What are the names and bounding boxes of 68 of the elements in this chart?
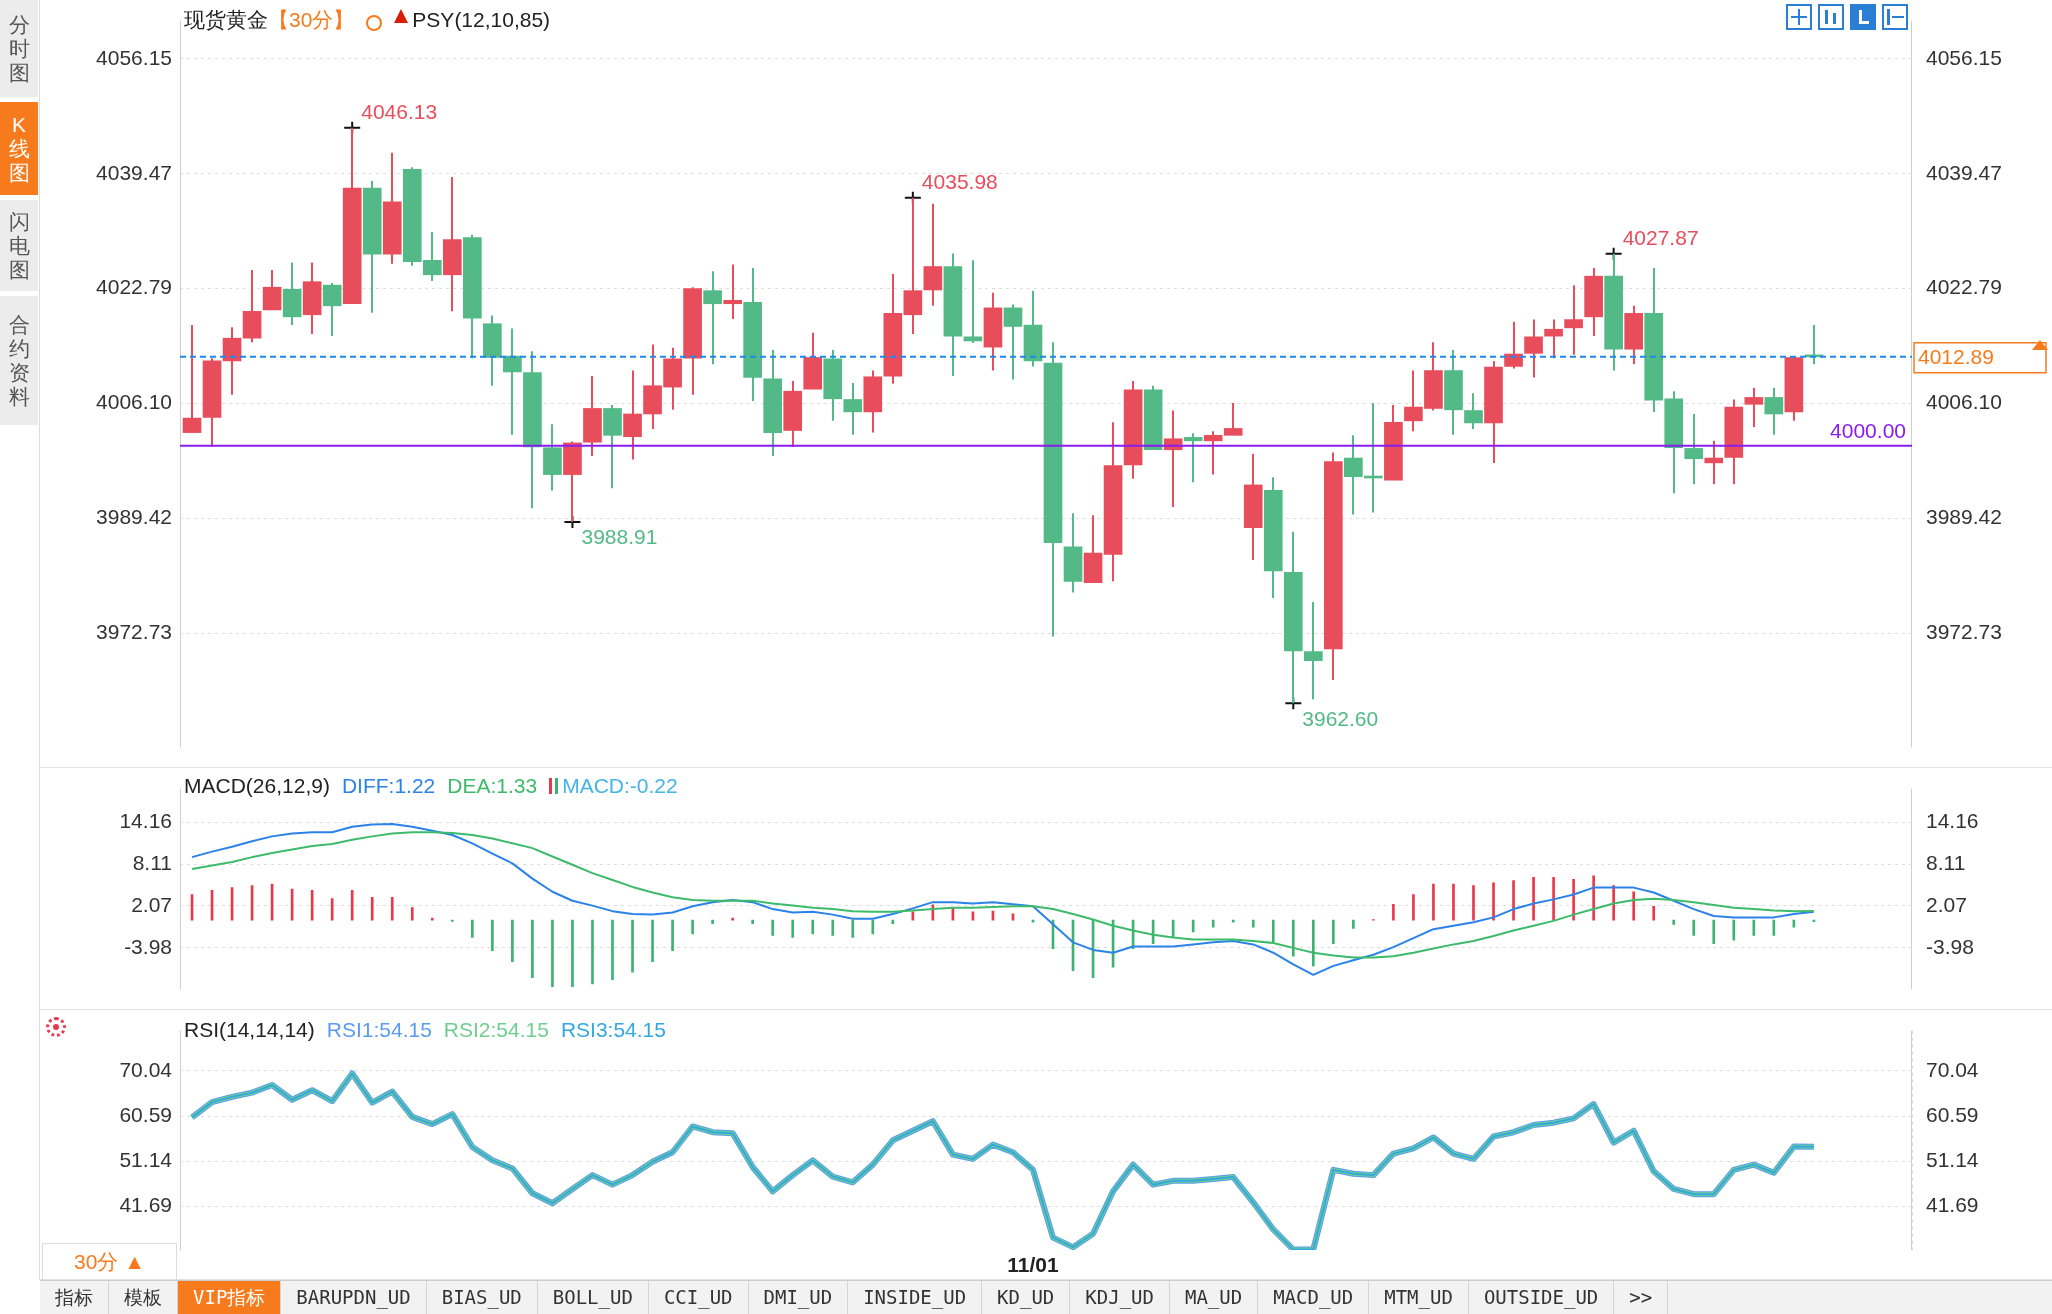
text: 模板 <box>109 1281 178 1314</box>
x-tick-label: 11/01 <box>1007 1253 1059 1277</box>
y2-tick-label: 3972.73 <box>1926 620 2002 644</box>
y2-tick-label: 14.16 <box>1926 808 1979 832</box>
y-tick-label: 14.16 <box>119 808 172 832</box>
text: BARUPDN_UD <box>281 1281 427 1314</box>
text: MACD_UD <box>1258 1281 1370 1314</box>
text: BOLL_UD <box>537 1281 649 1314</box>
legend-label: MACD:-0.22 <box>562 774 678 798</box>
y-tick-label: 41.69 <box>119 1192 172 1216</box>
text: MTM_UD <box>1369 1281 1469 1314</box>
text: INSIDE_UD <box>848 1281 983 1314</box>
y2-tick-label: 3989.42 <box>1926 505 2002 529</box>
tab: K线图 <box>0 102 38 196</box>
text: 指标 <box>40 1281 109 1314</box>
text: RSI2:54.15 <box>443 1018 549 1042</box>
y2-tick-label: 60.59 <box>1926 1102 1979 1126</box>
y2-tick-label: 41.69 <box>1926 1192 1979 1216</box>
tab: 闪电图 <box>0 200 38 292</box>
y-tick-label: 3972.73 <box>96 620 172 644</box>
annotation: 4035.98 <box>921 170 998 194</box>
text: OUTSIDE_UD <box>1468 1281 1615 1314</box>
y-tick-label: 60.59 <box>119 1102 172 1126</box>
ref-line-label: 4012.89 <box>1918 344 1994 368</box>
annotation: 3962.60 <box>1302 706 1379 730</box>
y-tick-label: 2.07 <box>131 892 172 916</box>
chart-title: RSI(14,14,14) <box>184 1018 315 1042</box>
text: VIP指标 <box>178 1281 282 1314</box>
y-tick-label: 4006.10 <box>96 390 172 414</box>
y-tick-label: 4039.47 <box>96 160 172 184</box>
chart-title: 现货黄金 <box>184 7 268 33</box>
y2-tick-label: 2.07 <box>1926 892 1967 916</box>
tab: 合约资料 <box>0 296 38 426</box>
chart-subtitle: 【30分】 <box>268 7 355 33</box>
text: BIAS_UD <box>426 1281 538 1314</box>
text: KDJ_UD <box>1070 1281 1170 1314</box>
y-tick-label: 4056.15 <box>96 45 172 69</box>
y2-tick-label: 70.04 <box>1926 1057 1979 1081</box>
y-tick-label: 70.04 <box>119 1057 173 1081</box>
text: KD_UD <box>982 1281 1071 1314</box>
text: CCI_UD <box>648 1281 749 1314</box>
text: DMI_UD <box>748 1281 849 1314</box>
series-label: RSI1:54.15 <box>326 1018 432 1042</box>
y2-tick-label: 4006.10 <box>1926 390 2002 414</box>
series-label: DEA:1.33 <box>447 774 538 798</box>
text: 30分 ▲ <box>42 1243 177 1279</box>
text: RSI3:54.15 <box>560 1018 666 1042</box>
y-tick-label: 51.14 <box>119 1147 173 1171</box>
text: MA_UD <box>1169 1281 1259 1314</box>
y2-tick-label: 8.11 <box>1926 850 1966 874</box>
annotation: 4046.13 <box>361 100 438 124</box>
y2-tick-label: 4056.15 <box>1926 45 2002 69</box>
y-tick-label: 3989.42 <box>96 505 172 529</box>
y-tick-label: 8.11 <box>132 850 172 874</box>
y2-tick-label: 4039.47 <box>1926 160 2002 184</box>
y-tick-label: 4022.79 <box>96 275 172 299</box>
annotation: 4027.87 <box>1622 225 1699 249</box>
y2-tick-label: -3.98 <box>1926 934 1974 958</box>
ref-line-label: 4000.00 <box>1830 418 1906 442</box>
y-tick-label: -3.98 <box>124 934 172 958</box>
y2-tick-label: 51.14 <box>1926 1147 1979 1171</box>
tab: 分时图 <box>0 0 38 98</box>
text: >> <box>1614 1281 1669 1314</box>
series-label: DIFF:1.22 <box>341 774 436 798</box>
annotation: 3988.91 <box>581 525 658 549</box>
chart-title: MACD(26,12,9) <box>184 774 330 798</box>
y2-tick-label: 4022.79 <box>1926 275 2002 299</box>
annotation: PSY(12,10,85) <box>412 8 551 32</box>
